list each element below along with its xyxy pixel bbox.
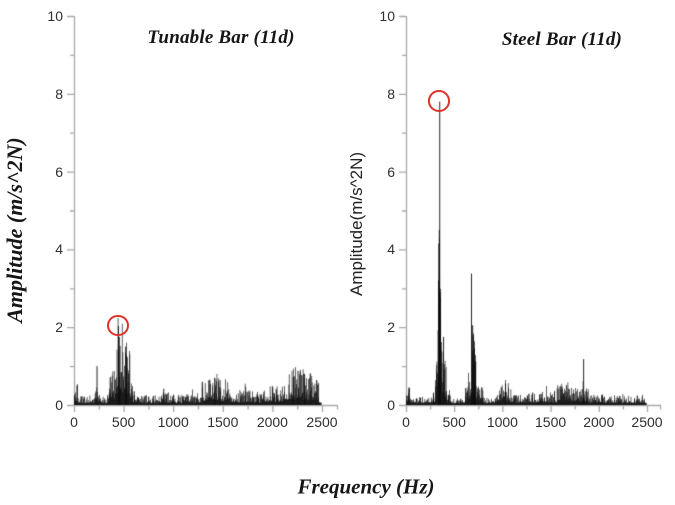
x-tick-label: 1500 [207,414,239,430]
x-tick-label: 500 [111,414,136,430]
y-axis-label-left: Amplitude (m/s^2N) [2,137,27,323]
plot-title-left: Tunable Bar (11d) [147,27,295,48]
x-tick-label: 2000 [583,414,615,430]
x-tick-label: 1000 [157,414,189,430]
y-tick-label: 2 [55,319,63,336]
y-tick-label: 0 [387,397,395,413]
y-tick-label: 8 [55,85,63,102]
y-tick-label: 2 [387,319,395,336]
y-tick-label: 10 [47,8,63,24]
x-axis-label: Frequency (Hz) [297,474,435,499]
y-axis-label-right: Amplitude(m/s^2N) [347,151,366,297]
y-tick-label: 4 [55,241,63,258]
x-tick-label: 1000 [486,414,518,430]
x-tick-label: 1500 [535,414,567,430]
y-tick-label: 8 [387,85,395,102]
y-tick-label: 4 [387,241,395,258]
x-tick-label: 2000 [256,414,288,430]
peak-highlight-circle-right [428,90,451,112]
x-tick-label: 500 [442,414,466,430]
x-tick-label: 0 [402,414,410,430]
x-tick-label: 2500 [306,414,338,430]
y-tick-label: 6 [387,163,395,180]
plot-title-right: Steel Bar (11d) [501,29,623,50]
peak-highlight-circle-left [106,314,129,337]
x-tick-label: 0 [70,414,78,430]
y-tick-label: 10 [379,8,395,24]
y-tick-label: 6 [55,163,63,180]
y-tick-label: 0 [55,397,63,413]
x-tick-label: 2500 [631,414,663,430]
